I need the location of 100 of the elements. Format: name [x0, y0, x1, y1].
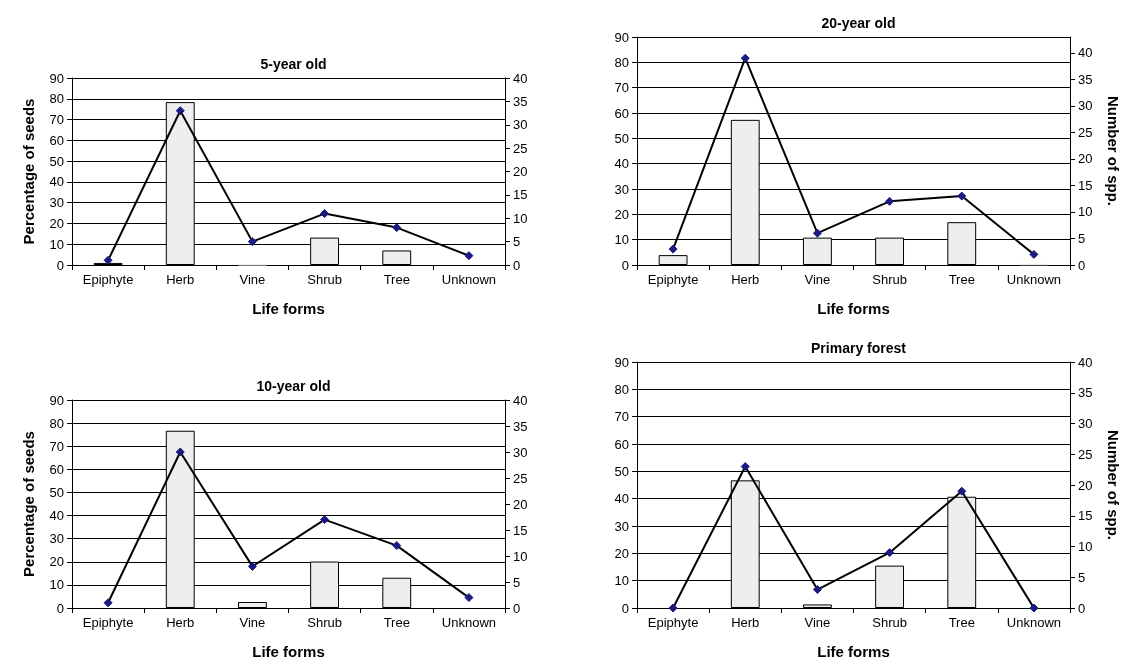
bar: [658, 255, 688, 265]
y-tick-label: 10: [614, 573, 629, 589]
y-tick-label: 40: [49, 508, 64, 524]
y2-axis-title: Number of spp.: [1105, 95, 1122, 207]
y2-tick-label: 35: [513, 93, 528, 109]
x-axis-title: Life forms: [817, 300, 890, 317]
x-tick-label: Herb: [166, 615, 195, 630]
y-tick-label: 90: [49, 70, 64, 86]
y2-tick-label: 20: [1078, 477, 1093, 493]
y-tick-label: 50: [49, 153, 64, 169]
y-tick-label: 50: [49, 484, 64, 500]
x-tick-label: Tree: [383, 272, 410, 287]
y2-tick-label: 30: [1078, 98, 1093, 114]
y2-tick-label: 0: [1078, 600, 1086, 616]
x-tick-label: Shrub: [307, 272, 342, 287]
y-tick-label: 40: [49, 174, 64, 190]
y2-tick-label: 5: [1078, 569, 1086, 585]
y-tick-label: 0: [621, 257, 629, 273]
y2-tick-label: 15: [1078, 177, 1093, 193]
x-tick-label: Vine: [804, 272, 831, 287]
y-axis-title: Percentage of seeds: [20, 431, 37, 577]
y-tick-label: 30: [614, 181, 629, 197]
y-tick-label: 80: [614, 54, 629, 70]
y-tick-label: 10: [614, 232, 629, 248]
chart-title: 10-year old: [256, 378, 331, 394]
y2-tick-label: 5: [1078, 230, 1086, 246]
y2-axis-title: Number of spp.: [1105, 429, 1122, 541]
y2-tick-label: 20: [513, 164, 528, 179]
y2-tick-label: 10: [513, 548, 528, 564]
y2-tick-label: 30: [513, 117, 528, 133]
y-tick-label: 70: [49, 112, 64, 128]
y-tick-label: 80: [614, 381, 629, 397]
y2-tick-label: 25: [1078, 446, 1093, 462]
x-tick-label: Vine: [804, 615, 831, 630]
y2-tick-label: 25: [513, 470, 528, 486]
x-tick-label: Tree: [948, 272, 975, 287]
y-tick-label: 0: [56, 257, 64, 273]
y-tick-label: 70: [49, 438, 64, 454]
y-tick-label: 60: [614, 436, 629, 452]
x-tick-label: Shrub: [872, 615, 907, 630]
y2-tick-label: 0: [1078, 257, 1086, 273]
y-tick-label: 10: [49, 577, 64, 593]
y2-tick-label: 5: [513, 574, 521, 590]
y2-tick-label: 30: [1078, 416, 1093, 431]
y-tick-label: 30: [49, 531, 64, 547]
chart-title: 5-year old: [260, 56, 327, 72]
x-tick-label: Tree: [948, 615, 975, 630]
y-tick-label: 80: [49, 415, 64, 431]
x-tick-label: Epiphyte: [82, 615, 134, 630]
x-tick-label: Herb: [731, 615, 760, 630]
y2-tick-label: 40: [513, 70, 528, 86]
y2-tick-label: 25: [513, 140, 528, 156]
y2-tick-label: 35: [1078, 71, 1093, 87]
y-tick-label: 50: [614, 463, 629, 479]
y-tick-label: 20: [49, 554, 64, 570]
y-tick-label: 60: [49, 132, 64, 148]
x-axis-title: Life forms: [817, 643, 890, 660]
x-tick-label: Epiphyte: [647, 615, 699, 630]
y-tick-label: 80: [49, 91, 64, 107]
x-tick-label: Shrub: [872, 272, 907, 287]
y2-tick-label: 15: [513, 187, 528, 203]
x-tick-label: Unknown: [441, 272, 497, 287]
y-tick-label: 10: [49, 236, 64, 252]
y-tick-label: 60: [49, 461, 64, 477]
x-tick-label: Unknown: [1006, 272, 1062, 287]
y-tick-label: 90: [49, 392, 64, 408]
y-tick-label: 40: [614, 491, 629, 507]
y2-tick-label: 10: [1078, 204, 1093, 220]
y2-tick-label: 20: [1078, 151, 1093, 167]
y-tick-label: 30: [614, 518, 629, 534]
y2-tick-label: 10: [1078, 539, 1093, 554]
y2-tick-label: 35: [1078, 385, 1093, 401]
x-tick-label: Tree: [383, 615, 410, 630]
y2-tick-label: 5: [513, 234, 521, 250]
x-tick-label: Vine: [239, 272, 266, 287]
y2-tick-label: 15: [513, 522, 528, 538]
x-tick-label: Herb: [731, 272, 760, 287]
x-axis-title: Life forms: [252, 300, 325, 317]
y2-tick-label: 0: [513, 600, 521, 616]
x-tick-label: Shrub: [307, 615, 342, 630]
chart-title: Primary forest: [811, 340, 907, 356]
x-axis-title: Life forms: [252, 643, 325, 660]
bar: [382, 250, 412, 265]
y2-tick-label: 0: [513, 257, 521, 273]
x-tick-label: Unknown: [1006, 615, 1062, 630]
y2-tick-label: 40: [513, 392, 528, 408]
bar: [802, 604, 832, 608]
y-tick-label: 30: [49, 195, 64, 211]
y-tick-label: 20: [614, 545, 629, 561]
y-tick-label: 60: [614, 105, 629, 121]
y2-tick-label: 15: [1078, 508, 1093, 524]
y-tick-label: 40: [614, 156, 629, 172]
y-tick-label: 50: [614, 130, 629, 146]
y2-tick-label: 10: [513, 210, 528, 226]
y-tick-label: 20: [614, 206, 629, 222]
y2-tick-label: 20: [513, 496, 528, 512]
y-tick-label: 20: [49, 215, 64, 231]
y2-tick-label: 40: [1078, 45, 1093, 61]
x-tick-label: Unknown: [441, 615, 497, 630]
x-tick-label: Epiphyte: [647, 272, 699, 287]
